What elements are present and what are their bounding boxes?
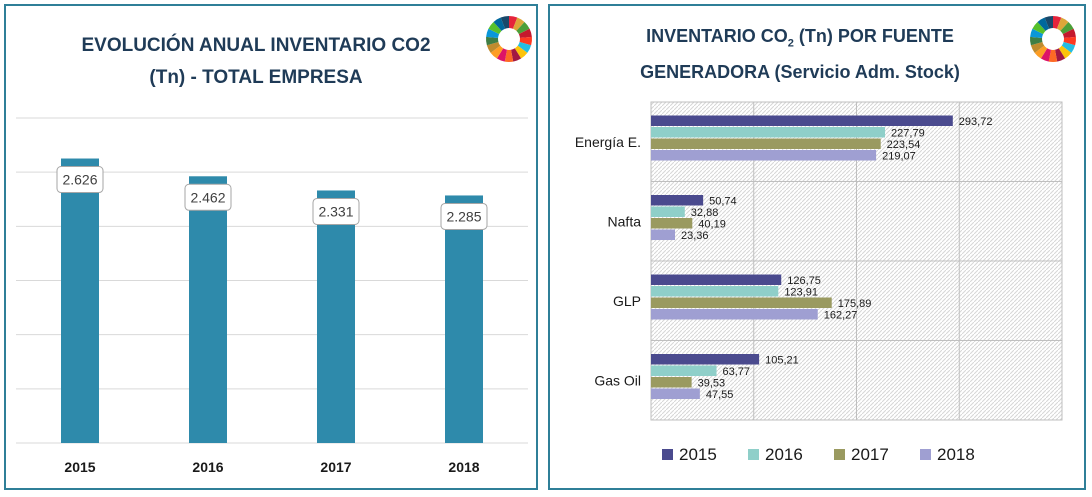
data-label: 23,36 — [681, 230, 709, 242]
data-label: 39,53 — [698, 378, 726, 390]
bar-2017-3 — [651, 377, 692, 388]
bar-2015-2 — [651, 274, 782, 285]
data-label: 2.626 — [62, 172, 97, 188]
bar-2018-2 — [651, 309, 818, 320]
data-label: 2.285 — [446, 208, 481, 224]
legend-label: 2016 — [765, 445, 803, 464]
right-title-line2: GENERADORA (Servicio Adm. Stock) — [640, 61, 960, 82]
x-tick-label: 2015 — [64, 459, 95, 475]
data-label: 123,91 — [784, 287, 818, 299]
y-category-label: Nafta — [608, 213, 642, 229]
bar-2016-2 — [651, 286, 779, 297]
bar-2015-1 — [651, 195, 704, 206]
data-label: 175,89 — [838, 298, 872, 310]
sdg-wheel-icon — [1030, 16, 1076, 63]
right-title-line1a: INVENTARIO CO — [646, 26, 788, 46]
y-category-label: GLP — [613, 293, 641, 309]
bar-2018-1 — [651, 229, 676, 240]
data-label: 2.462 — [190, 189, 225, 205]
legend-label: 2018 — [937, 445, 975, 464]
x-tick-label: 2016 — [192, 459, 223, 475]
data-label-box — [440, 202, 488, 230]
legend-swatch — [662, 449, 673, 460]
data-label-box — [312, 197, 360, 225]
data-label: 162,27 — [824, 310, 858, 322]
data-label: 40,19 — [698, 219, 726, 231]
y-category-label: Energía E. — [575, 134, 641, 150]
left-title-line1: EVOLUCIÓN ANUAL INVENTARIO CO2 — [81, 35, 431, 56]
data-label-box — [56, 166, 104, 194]
bar-2016-0 — [651, 127, 886, 138]
left-title-line2: (Tn) - TOTAL EMPRESA — [149, 67, 363, 88]
bar-2015 — [61, 158, 99, 443]
legend-swatch — [748, 449, 759, 460]
data-label: 293,72 — [959, 116, 993, 128]
bar-2017-2 — [651, 297, 832, 308]
bar-2017-1 — [651, 218, 693, 229]
left-chart-title: EVOLUCIÓN ANUAL INVENTARIO CO2 (Tn) - TO… — [46, 30, 466, 94]
bar-2016 — [189, 176, 227, 444]
bar-2017 — [317, 190, 355, 443]
legend-label: 2015 — [679, 445, 717, 464]
left-chart-panel: EVOLUCIÓN ANUAL INVENTARIO CO2 (Tn) - TO… — [4, 4, 538, 490]
bar-2016-3 — [651, 365, 717, 376]
sdg-wheel-icon — [486, 16, 532, 63]
right-title-subscript: 2 — [787, 37, 794, 50]
legend-label: 2017 — [851, 445, 889, 464]
bar-2018 — [445, 195, 483, 443]
bar-2018-0 — [651, 150, 877, 161]
data-label: 126,75 — [787, 275, 821, 287]
bar-2015-0 — [651, 115, 953, 126]
bar-2018-3 — [651, 388, 700, 399]
data-label: 47,55 — [706, 389, 734, 401]
x-tick-label: 2018 — [448, 459, 479, 475]
data-label: 2.331 — [318, 203, 353, 219]
right-title-line1b: (Tn) POR FUENTE — [793, 26, 954, 46]
annual-co2-bar-chart: 2.626 2015 2.462 2016 2.331 2017 2.285 2018 — [16, 117, 528, 475]
legend-swatch — [834, 449, 845, 460]
data-label: 50,74 — [709, 196, 737, 208]
bar-2017-0 — [651, 138, 881, 149]
data-label: 223,54 — [887, 139, 921, 151]
right-chart-title: INVENTARIO CO2 (Tn) POR FUENTE GENERADOR… — [610, 22, 990, 86]
data-label: 63,77 — [723, 366, 751, 378]
bar-2016-1 — [651, 206, 685, 217]
data-label-box — [184, 183, 232, 211]
legend-swatch — [920, 449, 931, 460]
data-label: 227,79 — [891, 128, 925, 140]
data-label: 219,07 — [882, 151, 916, 163]
right-chart-panel: INVENTARIO CO2 (Tn) POR FUENTE GENERADOR… — [548, 4, 1086, 490]
x-tick-label: 2017 — [320, 459, 351, 475]
y-category-label: Gas Oil — [594, 372, 641, 388]
bar-2015-3 — [651, 354, 760, 365]
data-label: 32,88 — [691, 207, 719, 219]
data-label: 105,21 — [765, 355, 799, 367]
